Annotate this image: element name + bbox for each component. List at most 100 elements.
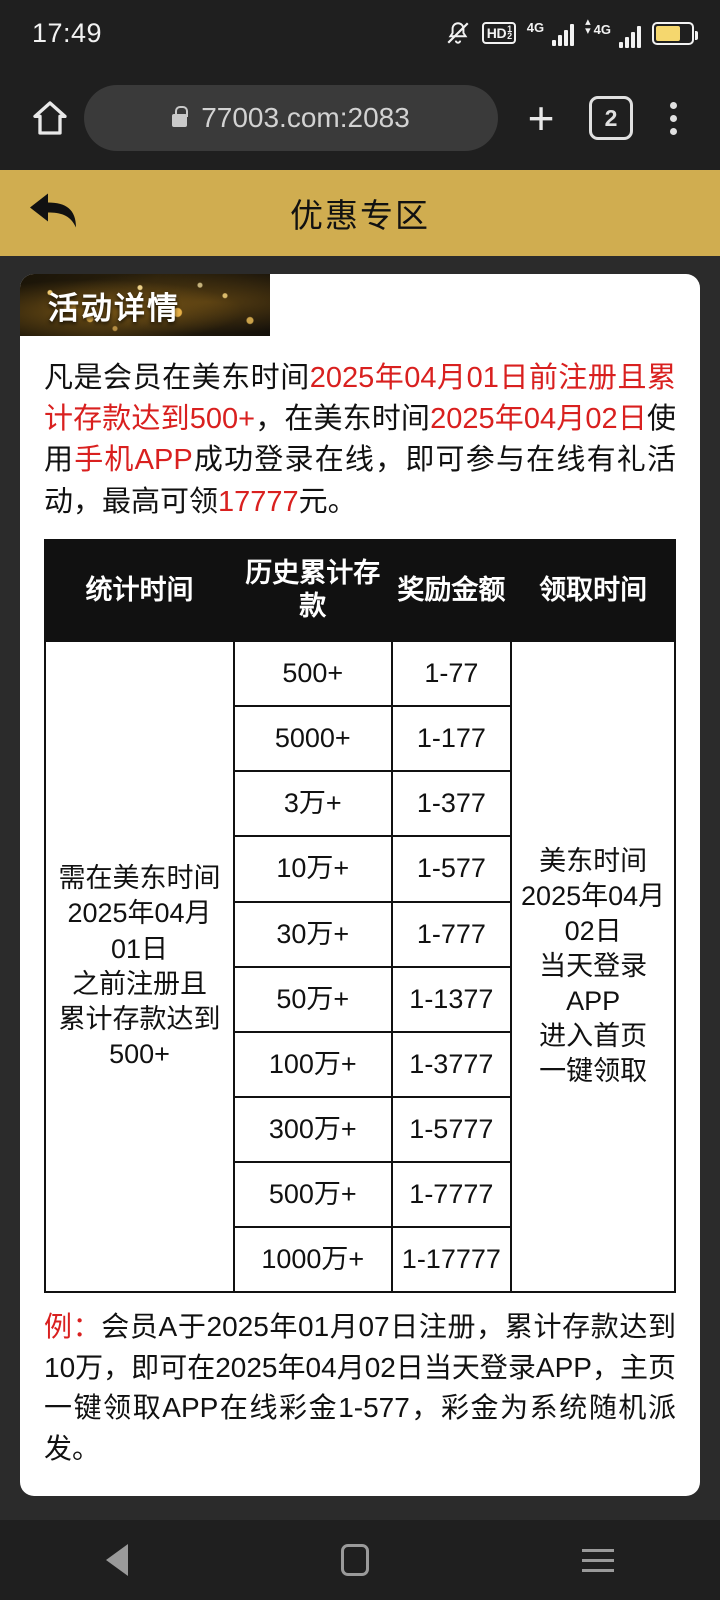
example-label: 例：	[44, 1311, 102, 1343]
hd-voice-icon: HD 1 2	[481, 22, 516, 44]
page-content[interactable]: 活动详情 凡是会员在美东时间2025年04月01日前注册且累计存款达到500+，…	[0, 256, 720, 1500]
table-cell-claim-time-merged: 美东时间 2025年04月 02日 当天登录 APP 进入首页 一键领取	[510, 640, 676, 1294]
table-row: 3万+ 1-377	[45, 770, 675, 838]
stat-line-5: 累计存款达到	[58, 1003, 221, 1034]
status-time: 17:49	[32, 17, 103, 48]
para-red-1: 2025年04月01日前注册且累计存款达到500+	[44, 362, 676, 436]
page-title: 优惠专区	[290, 197, 430, 234]
table-header-row: 统计时间 历史累计存款 奖励金额 领取时间	[44, 538, 676, 643]
table-cell-reward: 1-377	[390, 770, 513, 838]
table-cell-deposit: 50万+	[233, 965, 393, 1033]
tab-count-badge: 2	[589, 96, 633, 140]
table-header-stat-time: 统计时间	[44, 538, 235, 643]
table-cell-reward: 1-3777	[390, 1030, 513, 1098]
para-red-3: 手机APP	[74, 444, 193, 477]
claim-line-3: 02日	[564, 916, 622, 947]
system-navigation-bar	[0, 1520, 720, 1600]
claim-line-1: 美东时间	[539, 845, 648, 876]
activity-details-paragraph: 凡是会员在美东时间2025年04月01日前注册且累计存款达到500+，在美东时间…	[44, 358, 676, 523]
para-red-2: 2025年04月02日	[430, 403, 647, 436]
home-icon[interactable]	[20, 98, 80, 138]
table-row: 300万+ 1-5777	[45, 1095, 675, 1163]
stat-line-4: 之前注册且	[72, 968, 207, 999]
table-header-claim-time: 领取时间	[510, 538, 676, 643]
table-cell-reward: 1-5777	[390, 1095, 513, 1163]
table-cell-deposit: 5000+	[233, 705, 393, 773]
nav-back-icon[interactable]	[106, 1544, 129, 1576]
table-cell-deposit: 500万+	[233, 1160, 393, 1229]
stat-line-6: 500+	[109, 1038, 170, 1069]
status-icon-group: HD 1 2 4G ▴ ▾ 4G	[445, 16, 698, 48]
reward-table: 统计时间 历史累计存款 奖励金额 领取时间 需在美东时间 2025年04月 01…	[44, 538, 676, 1294]
signal-4g-secondary-icon: ▴ ▾ 4G	[585, 16, 641, 48]
claim-line-6: 进入首页	[539, 1021, 648, 1052]
hd-sup: 1	[507, 24, 512, 35]
para-red-4: 17777	[218, 485, 299, 518]
activity-details-banner-title: 活动详情	[48, 290, 180, 326]
table-cell-reward: 1-1377	[390, 965, 513, 1033]
activity-details-card: 活动详情 凡是会员在美东时间2025年04月01日前注册且累计存款达到500+，…	[20, 274, 700, 1496]
tab-switcher-button[interactable]: 2	[576, 96, 646, 140]
status-bar: 17:49 HD 1 2 4G ▴ ▾ 4G	[0, 0, 720, 66]
table-row: 5000+ 1-177	[45, 705, 675, 773]
browser-toolbar: 77003.com:2083 + 2	[0, 66, 720, 170]
activity-details-banner: 活动详情	[20, 274, 270, 336]
network-label-1: 4G	[526, 19, 545, 35]
table-header-reward-amount: 奖励金额	[390, 538, 513, 643]
stat-line-2: 2025年04月	[67, 898, 212, 929]
table-cell-deposit: 100万+	[233, 1030, 393, 1098]
page-header: 优惠专区	[0, 170, 720, 256]
table-cell-reward: 1-777	[390, 900, 513, 968]
battery-icon	[652, 21, 698, 45]
lock-icon	[172, 106, 189, 127]
table-row: 需在美东时间 2025年04月 01日 之前注册且 累计存款达到 500+ 50…	[44, 640, 676, 1294]
nav-home-icon[interactable]	[340, 1544, 369, 1576]
para-text-1: 凡是会员在美东时间	[44, 362, 310, 394]
table-cell-deposit: 3万+	[233, 770, 393, 838]
url-text: 77003.com:2083	[201, 102, 410, 133]
overflow-menu-icon[interactable]	[646, 101, 700, 135]
table-row: 1000万+ 1-17777	[45, 1226, 675, 1294]
claim-line-7: 一键领取	[539, 1056, 648, 1087]
table-row: 100万+ 1-3777	[45, 1030, 675, 1098]
stat-line-3: 01日	[110, 933, 169, 964]
table-cell-deposit: 300万+	[233, 1095, 393, 1163]
example-text: 会员A于2025年01月07日注册，累计存款达到10万，即可在2025年04月0…	[44, 1311, 676, 1464]
new-tab-button[interactable]: +	[527, 92, 555, 144]
table-cell-deposit: 500+	[233, 640, 393, 708]
table-header-cumulative-deposit: 历史累计存款	[233, 538, 393, 643]
para-text-5: 元。	[298, 485, 357, 518]
table-cell-reward: 1-77	[390, 640, 513, 708]
table-cell-reward: 1-177	[390, 705, 513, 773]
nav-recents-icon[interactable]	[581, 1548, 614, 1572]
hd-sub: 2	[507, 31, 512, 41]
table-cell-reward: 1-577	[390, 835, 513, 903]
example-paragraph: 例：会员A于2025年01月07日注册，累计存款达到10万，即可在2025年04…	[44, 1307, 676, 1469]
table-row: 10万+ 1-577	[45, 835, 675, 903]
para-text-2: ，在美东时间	[255, 403, 431, 436]
hd-label: HD	[486, 25, 507, 41]
table-cell-stat-time-merged: 需在美东时间 2025年04月 01日 之前注册且 累计存款达到 500+	[44, 640, 235, 1294]
data-arrows-icon: ▴ ▾	[585, 16, 591, 37]
table-cell-deposit: 1000万+	[233, 1226, 393, 1294]
para-text-3: 使用	[44, 403, 676, 477]
reward-table-body: 需在美东时间 2025年04月 01日 之前注册且 累计存款达到 500+ 50…	[44, 640, 676, 1294]
claim-line-5: APP	[566, 986, 621, 1017]
network-label-2: 4G	[593, 21, 611, 37]
signal-bars-2	[619, 25, 641, 48]
table-cell-deposit: 30万+	[233, 900, 393, 968]
table-row: 50万+ 1-1377	[45, 965, 675, 1033]
table-cell-reward: 1-17777	[390, 1226, 513, 1294]
claim-line-2: 2025年04月	[521, 880, 666, 911]
claim-line-4: 当天登录	[539, 951, 648, 982]
signal-4g-icon: 4G	[526, 19, 575, 46]
address-bar[interactable]: 77003.com:2083	[84, 85, 498, 151]
silent-bell-icon	[445, 20, 471, 46]
signal-bars-1	[552, 23, 575, 46]
para-text-4: 成功登录在线，即可参与在线有礼活动，最高可领	[44, 444, 676, 518]
table-cell-reward: 1-7777	[390, 1160, 513, 1229]
back-arrow-icon[interactable]	[26, 188, 82, 239]
table-cell-deposit: 10万+	[233, 835, 393, 903]
table-row: 500万+ 1-7777	[45, 1160, 675, 1229]
stat-line-1: 需在美东时间	[58, 863, 221, 894]
